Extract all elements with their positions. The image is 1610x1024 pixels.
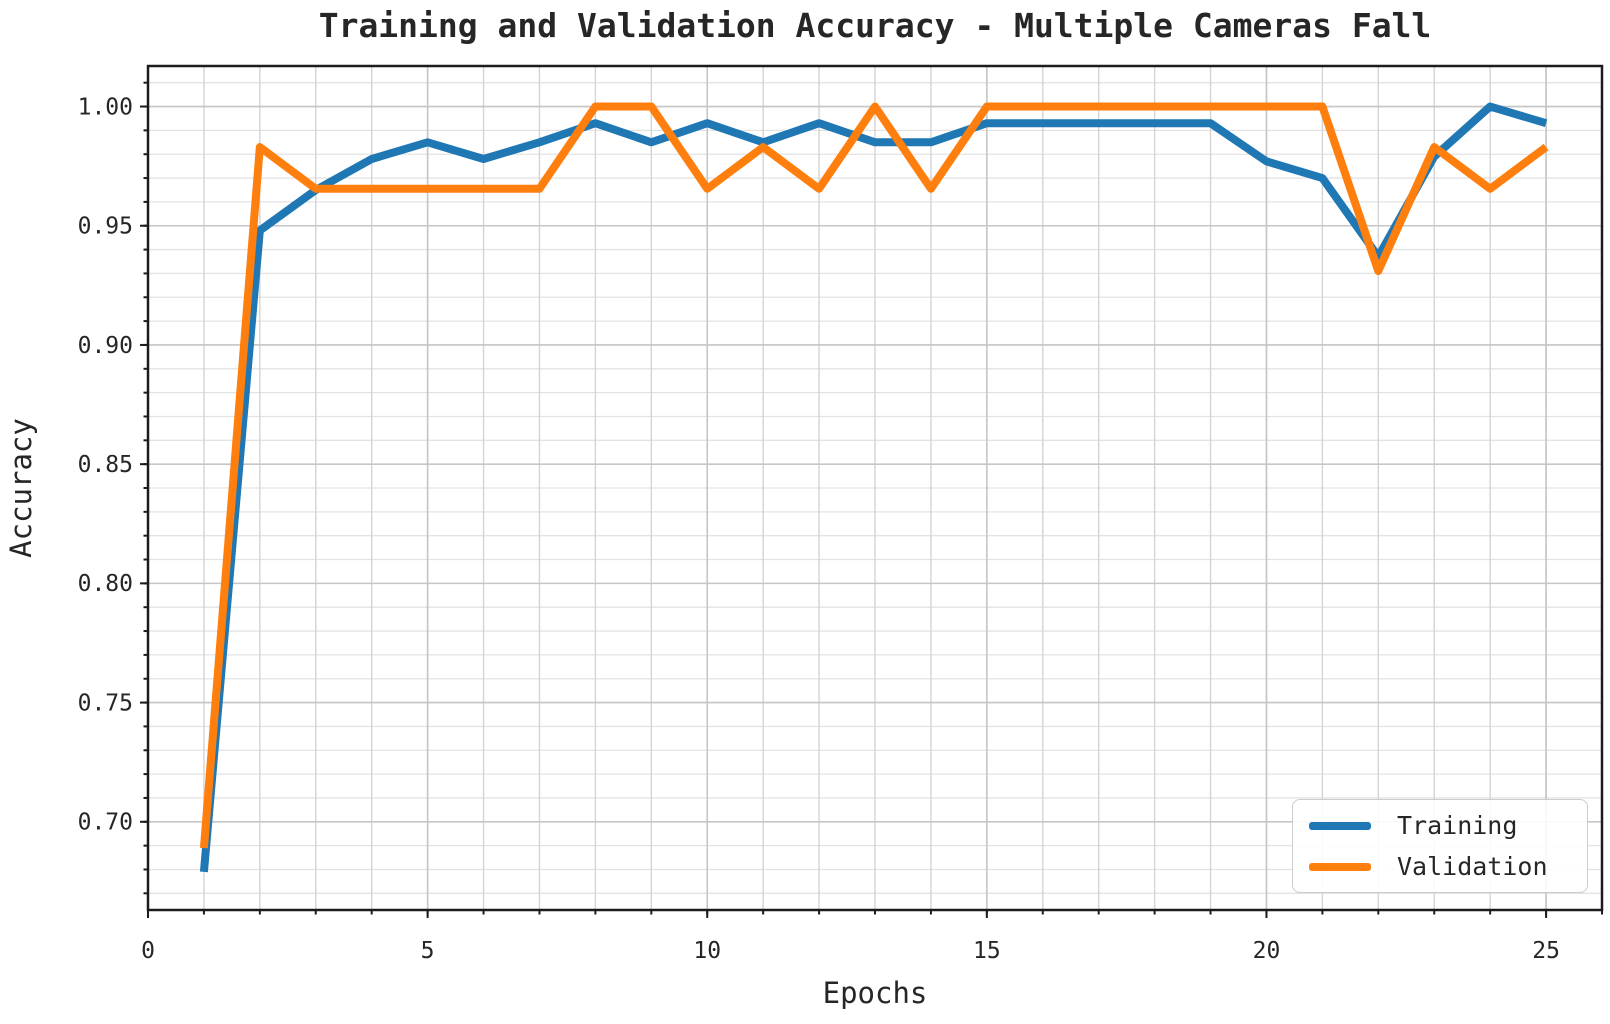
legend-swatch-training-icon <box>1309 821 1371 830</box>
legend-swatch-validation-icon <box>1309 862 1371 871</box>
x-tick-label: 0 <box>141 938 155 964</box>
y-tick-label: 0.70 <box>78 810 133 836</box>
x-tick-label: 15 <box>973 938 1001 964</box>
legend-label-training: Training <box>1397 810 1518 840</box>
y-tick-label: 0.95 <box>78 214 133 240</box>
legend-label-validation: Validation <box>1397 851 1548 881</box>
legend-item-training: Training <box>1309 811 1571 841</box>
y-tick-label: 0.75 <box>78 690 133 716</box>
plot-spines <box>146 64 1604 912</box>
x-tick-label: 10 <box>693 938 721 964</box>
chart-line-training <box>199 102 1548 873</box>
chart-title: Training and Validation Accuracy - Multi… <box>318 6 1432 45</box>
legend: Training Validation <box>1292 799 1588 893</box>
legend-item-validation: Validation <box>1309 852 1571 882</box>
y-tick-label: 0.85 <box>78 452 133 478</box>
x-tick-label: 20 <box>1253 938 1281 964</box>
x-axis-title: Epochs <box>822 976 928 1010</box>
x-tick-label: 5 <box>421 938 435 964</box>
y-tick-label: 1.00 <box>78 94 133 120</box>
y-tick-label: 0.80 <box>78 571 133 597</box>
x-tick-label: 25 <box>1532 938 1560 964</box>
y-tick-label: 0.90 <box>78 333 133 359</box>
chart-line-validation <box>199 102 1549 849</box>
